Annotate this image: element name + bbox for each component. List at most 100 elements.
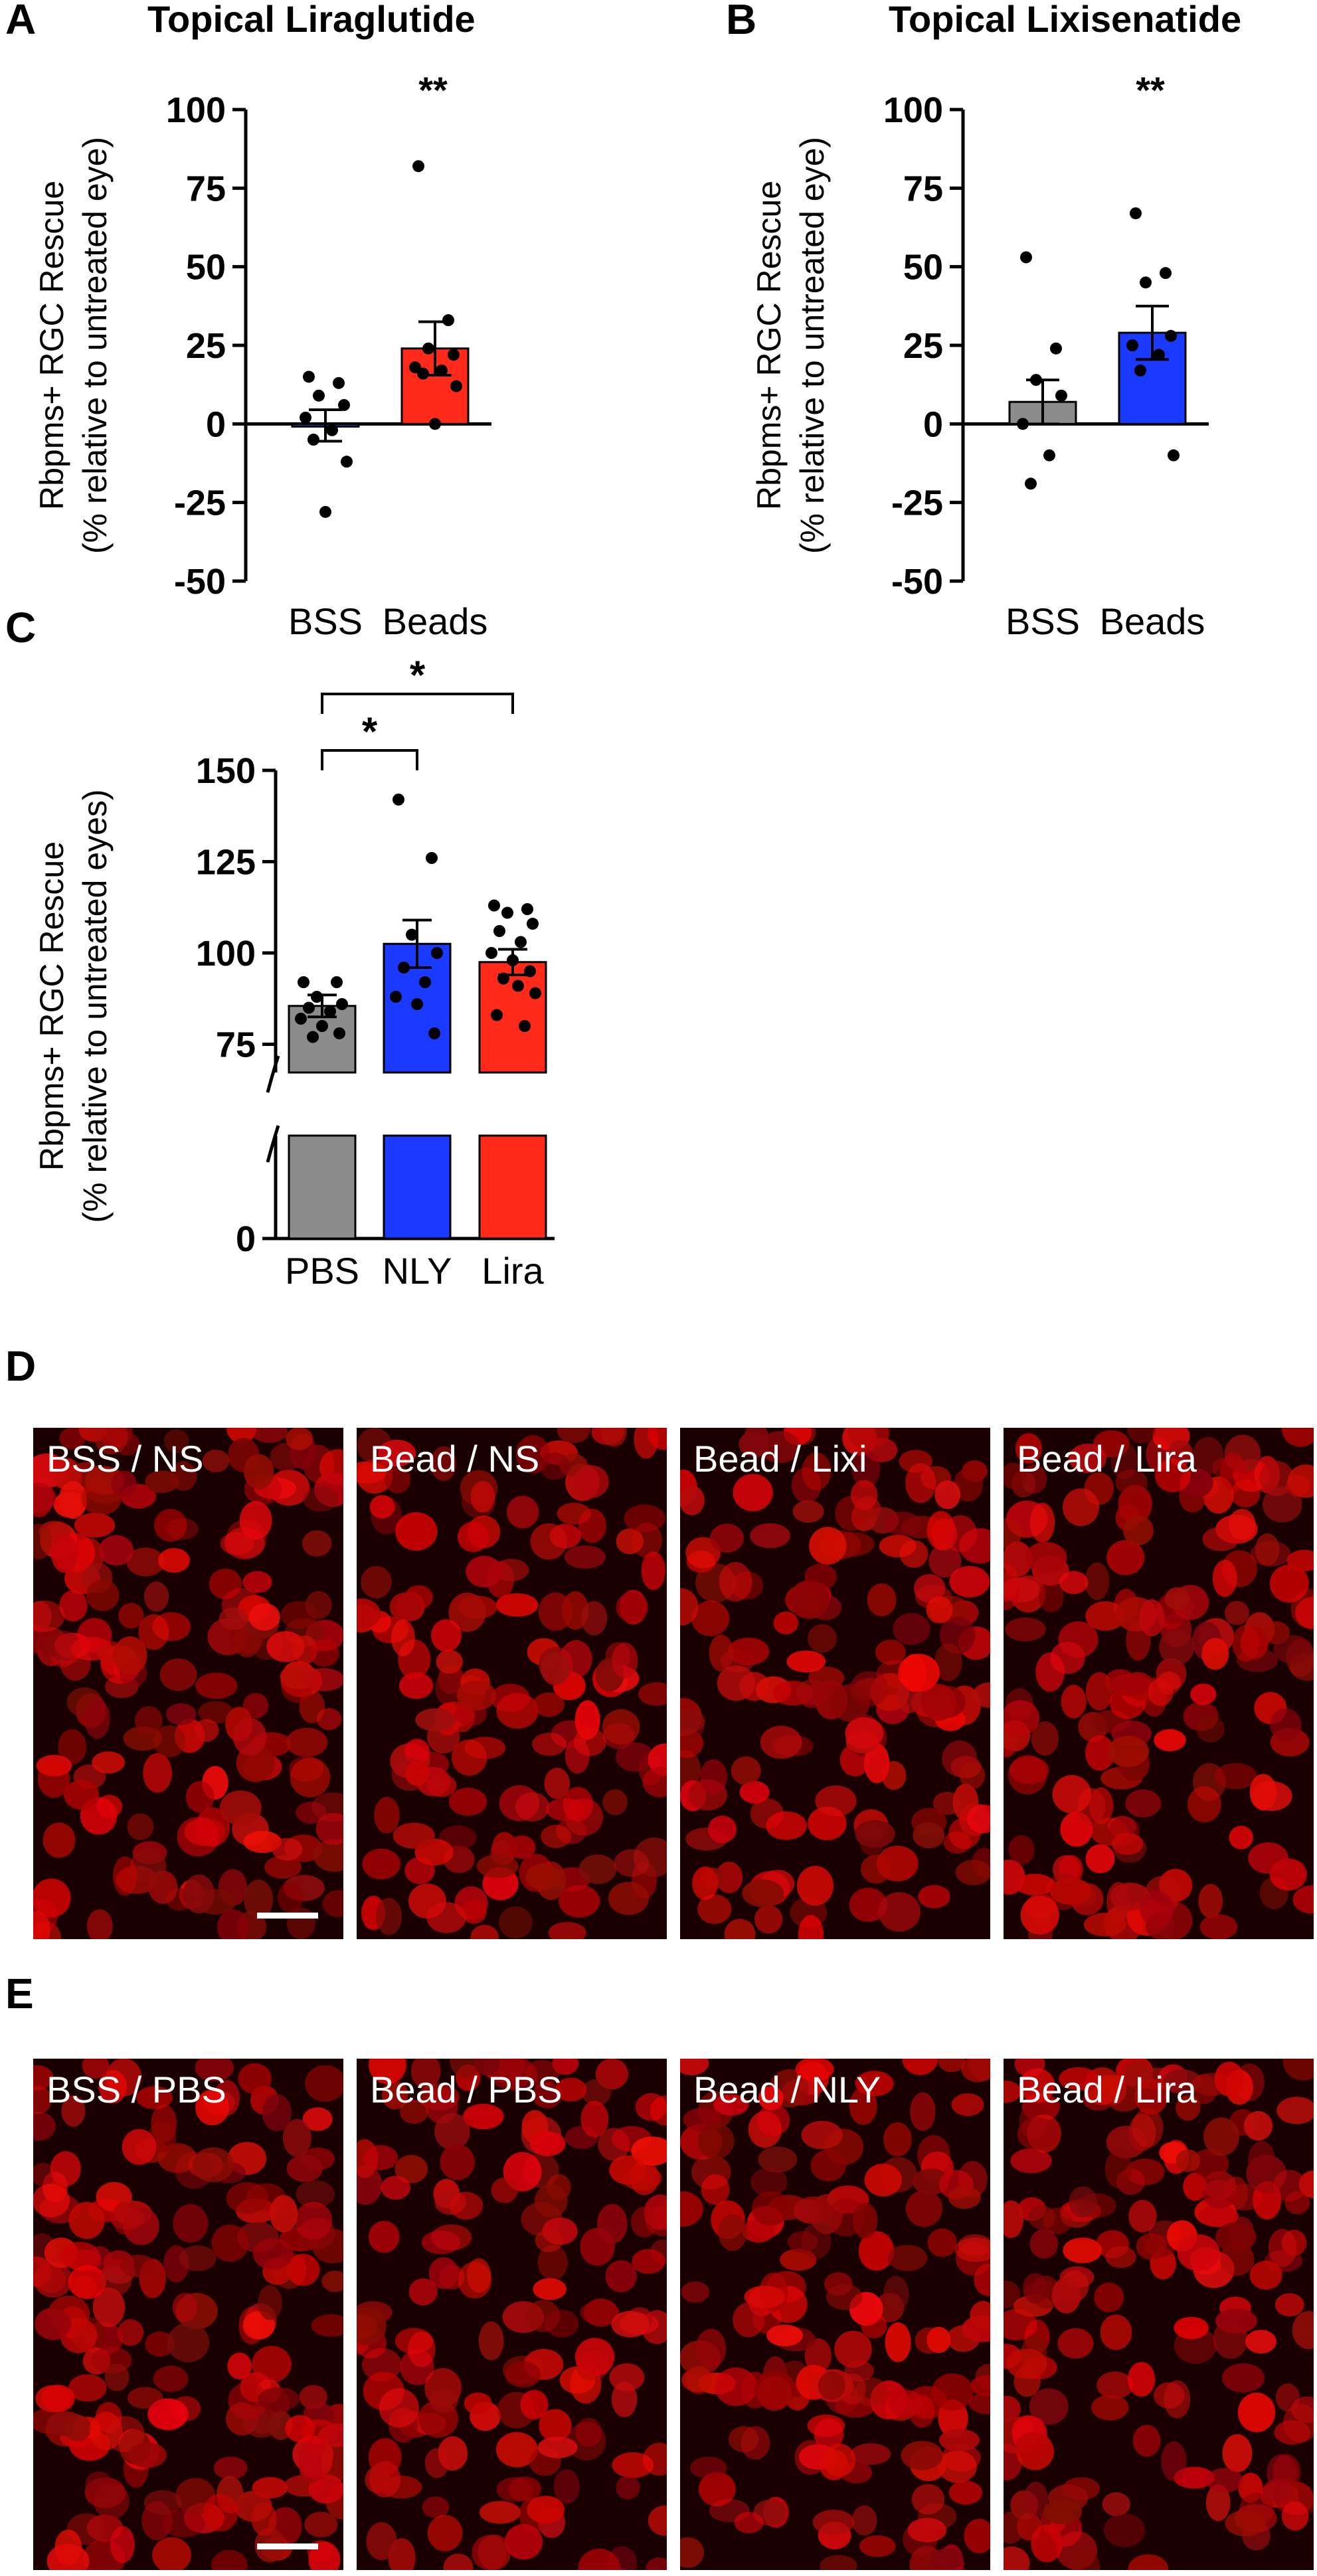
data-point-c [527,918,539,930]
bar-lower-lira [478,1134,547,1240]
data-point-b [1025,477,1037,490]
x-tick-label-bss-a: BSS [288,600,363,642]
data-point-c [303,1001,315,1014]
data-point-c [398,962,410,974]
micrograph-label: Bead / Lixi [693,1438,867,1480]
micrograph-label: Bead / NLY [693,2069,881,2110]
data-point-c [524,965,536,978]
micrograph-e-4: Bead / Lira [1004,2059,1314,2570]
bar-upper-lira [478,961,547,1074]
data-point-c [491,1009,503,1021]
data-point-a [422,342,434,355]
data-point-c [324,1005,336,1017]
y-tick-label-a: 75 [186,169,226,209]
data-point-b [1168,449,1180,462]
data-point-a [333,377,345,389]
data-point-a [417,367,429,380]
y-tick-label-c: 0 [236,1219,256,1259]
data-point-c [426,852,438,864]
scale-bar [257,1913,318,1919]
data-point-c [488,899,500,912]
micrograph-label: Bead / Lira [1017,1438,1197,1480]
data-point-b [1140,276,1152,289]
significance-label-b: ** [1136,69,1165,111]
y-tick-label-b: 50 [903,248,943,288]
panel-letter-d: D [5,1342,37,1390]
y-axis-label-a: Rbpms+ RGC Rescue [33,181,70,510]
x-tick-label-nly: NLY [383,1250,452,1292]
data-point-c [406,928,418,941]
panel-letter-c: C [5,604,37,651]
data-point-b [1165,329,1177,342]
data-point-b [1134,364,1146,377]
data-point-c [311,991,323,1003]
y-axis-label-b: Rbpms+ RGC Rescue [750,181,788,510]
y-tick-label-b: 75 [903,169,943,209]
panel-letter-b: B [726,0,757,43]
data-point-b [1030,374,1042,386]
micrograph-label: Bead / Lira [1017,2069,1197,2110]
data-point-c [512,980,524,992]
data-point-b [1020,251,1032,264]
cell-stain-pattern [357,2059,667,2570]
data-point-a [341,456,353,468]
chart-title-a: Topical Liraglutide [147,0,476,40]
x-tick-label-beads-b: Beads [1100,600,1205,642]
y-tick-label-a: 25 [186,326,226,366]
data-point-a [450,380,462,392]
cell-stain-pattern [33,1428,343,1939]
data-point-a [319,505,331,518]
y-tick-label-b: 100 [883,90,943,130]
data-point-c [298,976,309,988]
data-point-a [300,411,311,424]
data-point-c [501,906,513,919]
micrograph-d-1: BSS / NS [33,1428,343,1939]
data-point-b [1160,267,1172,280]
x-tick-label-beads-a: Beads [383,600,488,642]
micrograph-row-e: BSS / PBS Bead / PBS Bead / NLY Bead / Lira [33,2059,1315,2570]
data-point-b [1130,207,1142,220]
data-point-c [493,925,505,937]
data-point-a [307,434,319,446]
data-point-a [448,349,460,361]
data-point-a [429,418,441,430]
x-tick-label-lira: Lira [482,1250,544,1292]
chart-title-b: Topical Lixisenatide [889,0,1242,40]
micrograph-label: Bead / PBS [370,2069,563,2110]
data-point-b [1017,418,1029,430]
y-tick-label-a: 100 [166,90,226,130]
y-tick-label-a: -25 [174,483,226,523]
data-point-c [336,998,348,1010]
bar-lower-pbs [288,1134,357,1240]
data-point-c [515,936,527,948]
micrograph-e-1: BSS / PBS [33,2059,343,2570]
data-point-c [393,794,404,806]
comparison-bracket-c [321,693,514,714]
y-tick-label-c: 100 [196,934,256,974]
comparison-label-c: * [410,653,426,697]
data-point-b [1043,449,1055,462]
cell-stain-pattern [680,2059,990,2570]
y-tick-label-b: 0 [923,404,943,444]
data-point-c [521,903,533,915]
micrograph-d-4: Bead / Lira [1004,1428,1314,1939]
data-point-c [316,1020,328,1032]
data-point-c [428,1027,440,1039]
micrograph-e-3: Bead / NLY [680,2059,990,2570]
y-axis-label-2-c: (% relative to untreated eyes) [76,789,114,1223]
chart-c: Rbpms+ RGC Rescue (% relative to untreate… [33,653,555,1292]
significance-label-a: ** [418,69,448,111]
data-point-a [313,389,325,402]
panel-letter-e: E [5,1970,34,2018]
data-point-c [529,987,541,999]
data-point-a [442,314,454,327]
y-tick-label-b: -25 [891,483,943,523]
data-point-c [333,1027,345,1039]
data-point-c [507,954,519,966]
y-tick-label-b: 25 [903,326,943,366]
cell-stain-pattern [357,1428,667,1939]
axis-break-mark-c [266,1055,280,1093]
data-point-a [436,364,448,377]
micrograph-e-2: Bead / PBS [357,2059,667,2570]
x-tick-label-bss-b: BSS [1006,600,1080,642]
